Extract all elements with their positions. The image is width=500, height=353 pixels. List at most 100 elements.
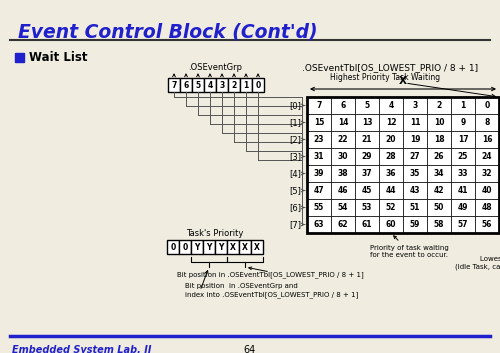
Text: 0: 0 — [256, 80, 260, 90]
Bar — [379, 148, 403, 165]
Bar — [355, 182, 379, 199]
Bar — [475, 165, 499, 182]
Bar — [307, 97, 331, 114]
Text: 20: 20 — [386, 135, 396, 144]
Bar — [307, 182, 331, 199]
Text: [0]: [0] — [289, 101, 301, 110]
Bar — [379, 216, 403, 233]
Bar — [331, 165, 355, 182]
Bar — [451, 114, 475, 131]
Bar — [228, 78, 240, 92]
Text: [7]: [7] — [289, 220, 301, 229]
Text: 28: 28 — [386, 152, 396, 161]
Text: 4: 4 — [388, 101, 394, 110]
Bar — [475, 199, 499, 216]
Text: Event Control Block (Cont'd): Event Control Block (Cont'd) — [18, 22, 318, 41]
Text: 26: 26 — [434, 152, 444, 161]
Bar — [403, 182, 427, 199]
Text: 25: 25 — [458, 152, 468, 161]
Text: 60: 60 — [386, 220, 396, 229]
Text: [1]: [1] — [289, 118, 301, 127]
Bar — [252, 78, 264, 92]
Text: 52: 52 — [386, 203, 396, 212]
Bar — [216, 78, 228, 92]
Bar — [475, 216, 499, 233]
Bar — [215, 240, 227, 254]
Bar — [204, 78, 216, 92]
Bar — [451, 165, 475, 182]
Bar — [427, 182, 451, 199]
Text: 46: 46 — [338, 186, 348, 195]
Text: 29: 29 — [362, 152, 372, 161]
Bar — [331, 148, 355, 165]
Bar — [167, 240, 179, 254]
Text: 21: 21 — [362, 135, 372, 144]
Text: 23: 23 — [314, 135, 324, 144]
Text: 2: 2 — [232, 80, 236, 90]
Text: Highest Priority Task Waiting: Highest Priority Task Waiting — [330, 73, 440, 82]
Bar — [451, 97, 475, 114]
Text: 27: 27 — [410, 152, 420, 161]
Text: X: X — [254, 243, 260, 251]
Text: [4]: [4] — [289, 169, 301, 178]
Text: 0: 0 — [170, 243, 175, 251]
Text: 0: 0 — [182, 243, 188, 251]
Text: 59: 59 — [410, 220, 420, 229]
Bar — [427, 131, 451, 148]
Text: 0: 0 — [484, 101, 490, 110]
Text: 61: 61 — [362, 220, 372, 229]
Bar — [307, 199, 331, 216]
Text: 9: 9 — [460, 118, 466, 127]
Text: 10: 10 — [434, 118, 444, 127]
Text: 3: 3 — [412, 101, 418, 110]
Bar — [307, 148, 331, 165]
Text: 1: 1 — [460, 101, 466, 110]
Bar — [331, 216, 355, 233]
Text: Wait List: Wait List — [29, 51, 88, 64]
Bar — [379, 131, 403, 148]
Bar — [427, 165, 451, 182]
Bar — [403, 131, 427, 148]
Bar — [355, 199, 379, 216]
Text: 57: 57 — [458, 220, 468, 229]
Text: 38: 38 — [338, 169, 348, 178]
Bar — [403, 216, 427, 233]
Bar — [475, 131, 499, 148]
Bar — [307, 216, 331, 233]
Bar — [239, 240, 251, 254]
Bar — [427, 199, 451, 216]
Bar — [203, 240, 215, 254]
Text: 6: 6 — [184, 80, 188, 90]
Text: 50: 50 — [434, 203, 444, 212]
Bar — [403, 114, 427, 131]
Text: [2]: [2] — [289, 135, 301, 144]
Text: 34: 34 — [434, 169, 444, 178]
Bar — [227, 240, 239, 254]
Text: 42: 42 — [434, 186, 444, 195]
Text: 64: 64 — [244, 345, 256, 353]
Text: 15: 15 — [314, 118, 324, 127]
Text: 43: 43 — [410, 186, 420, 195]
Bar — [379, 97, 403, 114]
Bar — [379, 165, 403, 182]
Bar — [427, 114, 451, 131]
Text: 2: 2 — [436, 101, 442, 110]
Text: Bit position in .OSEventTbl[OS_LOWEST_PRIO / 8 + 1]: Bit position in .OSEventTbl[OS_LOWEST_PR… — [176, 271, 364, 278]
Bar — [307, 131, 331, 148]
Bar — [427, 216, 451, 233]
Text: [5]: [5] — [289, 186, 301, 195]
Text: [6]: [6] — [289, 203, 301, 212]
Text: X: X — [399, 76, 407, 86]
Text: 13: 13 — [362, 118, 372, 127]
Text: 41: 41 — [458, 186, 468, 195]
Text: 55: 55 — [314, 203, 324, 212]
Text: 56: 56 — [482, 220, 492, 229]
Text: 19: 19 — [410, 135, 420, 144]
Text: 6: 6 — [340, 101, 345, 110]
Text: Task's Priority: Task's Priority — [186, 229, 244, 238]
Bar — [403, 97, 427, 114]
Text: 33: 33 — [458, 169, 468, 178]
Text: 12: 12 — [386, 118, 396, 127]
Text: 22: 22 — [338, 135, 348, 144]
Bar — [355, 97, 379, 114]
